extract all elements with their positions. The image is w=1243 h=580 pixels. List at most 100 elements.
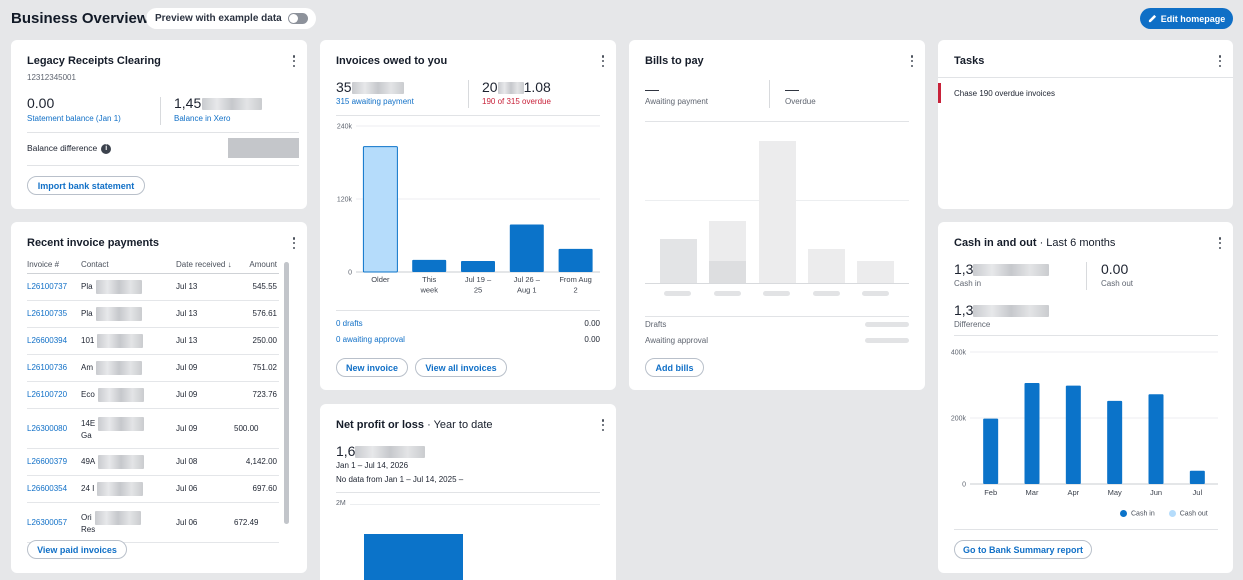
- add-bills-button[interactable]: Add bills: [645, 358, 704, 377]
- invoice-link[interactable]: L26100736: [27, 363, 68, 372]
- y-tick-label: 200k: [951, 416, 967, 423]
- contact-cell: Ori Res: [81, 502, 176, 543]
- table-row[interactable]: L26100737 Pla Jul 13 545.55: [27, 273, 279, 301]
- table-row[interactable]: L26600394 101 Jul 13 250.00: [27, 327, 279, 355]
- statement-balance-link[interactable]: Statement balance (Jan 1): [27, 114, 121, 123]
- more-options-icon[interactable]: [291, 237, 297, 249]
- chart-bar: [558, 248, 593, 272]
- owed-total: 35: [336, 79, 404, 95]
- x-tick-label: From Aug: [559, 275, 592, 284]
- table-row[interactable]: L26100735 Pla Jul 13 576.61: [27, 300, 279, 328]
- column-header-invoice[interactable]: Invoice #: [27, 256, 81, 274]
- pencil-icon: [1148, 14, 1156, 23]
- invoice-link[interactable]: L26100735: [27, 309, 68, 318]
- awaiting-approval-label: Awaiting approval: [645, 336, 709, 345]
- placeholder-bar: [759, 141, 796, 283]
- placeholder-bar: [808, 249, 845, 283]
- table-row[interactable]: L26300080 14E Ga Jul 09 500.00: [27, 408, 279, 449]
- invoice-link[interactable]: L26600379: [27, 457, 68, 466]
- contact-cell: 24 I: [81, 475, 176, 503]
- table-row[interactable]: L26600354 24 I Jul 06 697.60: [27, 475, 279, 503]
- drafts-link[interactable]: 0 drafts: [336, 319, 363, 328]
- invoice-link[interactable]: L26600354: [27, 484, 68, 493]
- edit-homepage-label: Edit homepage: [1160, 13, 1226, 24]
- contact-name: 101: [81, 335, 95, 345]
- awaiting-approval-link[interactable]: 0 awaiting approval: [336, 335, 405, 344]
- invoice-link[interactable]: L26600394: [27, 336, 68, 345]
- view-paid-invoices-button[interactable]: View paid invoices: [27, 540, 127, 559]
- awaiting-payment-label: Awaiting payment: [645, 97, 708, 106]
- overdue-link[interactable]: 190 of 315 overdue: [482, 97, 551, 106]
- more-options-icon[interactable]: [1217, 237, 1223, 249]
- table-row[interactable]: L26300057 Ori Res Jul 06 672.49: [27, 502, 279, 543]
- more-options-icon[interactable]: [1217, 55, 1223, 67]
- net-profit-card: Net profit or loss · Year to date 1,6 Ja…: [320, 404, 616, 580]
- column-header-contact[interactable]: Contact: [81, 256, 176, 274]
- preview-toggle[interactable]: Preview with example data: [146, 8, 316, 29]
- task-status-marker: [938, 83, 941, 103]
- chart-bar: [412, 259, 447, 272]
- date-cell: Jul 08: [176, 448, 234, 476]
- more-options-icon[interactable]: [600, 419, 606, 431]
- table-row[interactable]: L26100720 Eco Jul 09 723.76: [27, 381, 279, 409]
- chart-legend: Cash in Cash out: [1120, 510, 1208, 517]
- new-invoice-button[interactable]: New invoice: [336, 358, 408, 377]
- contact-cell: Pla: [81, 300, 176, 328]
- sort-arrow-icon[interactable]: ↓: [227, 259, 232, 269]
- amount-cell: 576.61: [234, 300, 279, 328]
- import-bank-statement-button[interactable]: Import bank statement: [27, 176, 145, 195]
- column-header-amount[interactable]: Amount: [234, 256, 279, 274]
- invoice-link[interactable]: L26300057: [27, 517, 68, 527]
- more-options-icon[interactable]: [909, 55, 915, 67]
- legacy-receipts-card: Legacy Receipts Clearing 12312345001 0.0…: [11, 40, 307, 209]
- x-tick-label: Jul 19 –: [465, 275, 492, 284]
- difference-value: 1,3: [954, 302, 1050, 318]
- invoice-link[interactable]: L26300080: [27, 423, 68, 433]
- invoices-chart: 0 120k 240k Older This week Jul 19 – 25 Jul 26 –…: [337, 124, 600, 295]
- toggle-switch[interactable]: [288, 13, 308, 24]
- net-profit-compare: No data from Jan 1 – Jul 14, 2025 –: [336, 475, 464, 484]
- x-tick-label: Feb: [984, 488, 997, 497]
- chart-bar: [1148, 394, 1164, 484]
- bank-summary-report-button[interactable]: Go to Bank Summary report: [954, 540, 1092, 559]
- x-tick-label: Jul 26 –: [514, 275, 541, 284]
- amount-cell: 723.76: [234, 381, 279, 409]
- awaiting-payment-link[interactable]: 315 awaiting payment: [336, 97, 414, 106]
- net-profit-bar: [364, 534, 463, 580]
- date-cell: Jul 06: [176, 502, 234, 543]
- date-cell: Jul 13: [176, 300, 234, 328]
- amount-cell: 751.02: [234, 354, 279, 382]
- xero-balance-link[interactable]: Balance in Xero: [174, 114, 231, 123]
- x-tick-label: Jun: [1150, 488, 1162, 497]
- card-title: Legacy Receipts Clearing: [27, 55, 161, 67]
- card-title: Bills to pay: [645, 55, 704, 67]
- table-row[interactable]: L26600379 49A Jul 08 4,142.00: [27, 448, 279, 476]
- invoice-link[interactable]: L26100737: [27, 282, 68, 291]
- y-tick-label: 240k: [337, 124, 353, 131]
- net-profit-range: Jan 1 – Jul 14, 2026: [336, 461, 409, 470]
- contact-name: 49A: [81, 456, 96, 466]
- more-options-icon[interactable]: [600, 55, 606, 67]
- column-header-date[interactable]: Date received ↓: [176, 256, 234, 274]
- contact-cell: 49A: [81, 448, 176, 476]
- info-icon[interactable]: i: [101, 143, 112, 154]
- drafts-value: 0.00: [584, 319, 600, 328]
- chart-bar: [461, 261, 495, 272]
- contact-name: Pla: [81, 308, 93, 318]
- x-tick-label: Mar: [1026, 488, 1039, 497]
- scrollbar[interactable]: [284, 262, 289, 524]
- view-all-invoices-button[interactable]: View all invoices: [415, 358, 507, 377]
- contact-cell: Pla: [81, 273, 176, 301]
- table-row[interactable]: L26100736 Am Jul 09 751.02: [27, 354, 279, 382]
- amount-cell: 672.49: [234, 502, 279, 543]
- edit-homepage-button[interactable]: Edit homepage: [1140, 8, 1233, 29]
- cash-out-label: Cash out: [1101, 279, 1134, 288]
- invoice-link[interactable]: L26100720: [27, 390, 68, 399]
- chart-bar: [509, 224, 544, 272]
- contact-name: Eco: [81, 389, 95, 399]
- legend-cash-out: Cash out: [1179, 510, 1208, 518]
- more-options-icon[interactable]: [291, 55, 297, 67]
- placeholder-bar: [709, 261, 746, 283]
- x-tick-label: 2: [574, 286, 578, 295]
- task-item[interactable]: Chase 190 overdue invoices: [954, 89, 1055, 98]
